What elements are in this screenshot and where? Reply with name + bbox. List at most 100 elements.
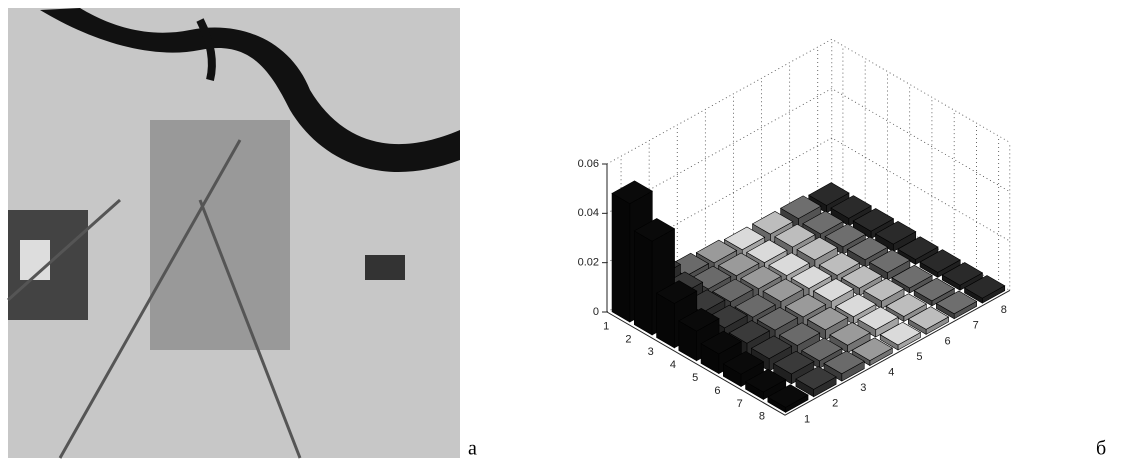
bar-face-side xyxy=(633,230,653,336)
bar-face-top xyxy=(796,236,838,261)
bar-face-top xyxy=(784,293,827,318)
bar-face-top xyxy=(762,278,804,302)
bar-face-top xyxy=(723,226,766,251)
bar-face-top xyxy=(808,182,850,206)
bar xyxy=(722,351,765,388)
bar-face-top xyxy=(818,252,861,276)
j-tick-label: 2 xyxy=(832,398,838,410)
j-tick-label: 8 xyxy=(1001,304,1007,316)
bar-face-top xyxy=(801,337,843,362)
bar xyxy=(802,210,844,242)
j-tick-label: 1 xyxy=(804,413,810,425)
bar xyxy=(851,337,893,367)
bar-face-top xyxy=(728,320,771,344)
bar xyxy=(863,278,905,310)
bar-face-top xyxy=(611,180,653,204)
bar-face-top xyxy=(851,337,893,361)
bar-face-top xyxy=(774,223,816,248)
bar xyxy=(869,249,911,281)
bar xyxy=(941,262,984,291)
bar xyxy=(897,236,939,265)
bar-face-top xyxy=(773,350,815,375)
bar xyxy=(744,368,787,400)
bar-face-top xyxy=(874,221,917,245)
bar-face-top xyxy=(897,236,939,260)
bar xyxy=(891,264,933,294)
bar xyxy=(879,321,922,351)
j-tick-label: 7 xyxy=(973,320,979,332)
floor-axes xyxy=(606,289,1011,416)
bar-face-top xyxy=(678,308,720,332)
satellite-image xyxy=(7,8,460,459)
bar-face-top xyxy=(655,280,698,304)
bar-face-top xyxy=(812,278,855,302)
bar-face-top xyxy=(734,294,776,318)
j-tick-label: 6 xyxy=(944,335,950,347)
z-tick-label: 0.06 xyxy=(578,158,599,170)
bar xyxy=(919,249,961,278)
bar-face-top xyxy=(835,293,877,318)
bar-face-top xyxy=(767,384,809,408)
bar-face-top xyxy=(806,306,849,331)
bar-face-top xyxy=(717,252,760,277)
bar-face-top xyxy=(879,321,922,346)
bar-face-top xyxy=(891,264,933,289)
bar-face-top xyxy=(829,322,871,346)
bar-face-top xyxy=(746,239,788,264)
bar xyxy=(795,366,837,398)
bar xyxy=(935,290,978,320)
i-tick-label: 3 xyxy=(648,346,654,358)
bar-face-top xyxy=(740,265,782,290)
bar xyxy=(907,306,950,335)
bar-face-top xyxy=(633,218,676,242)
bar-face-side xyxy=(611,192,631,323)
j-tick-label: 3 xyxy=(860,382,866,394)
bar-face-top xyxy=(795,366,837,390)
i-tick-label: 5 xyxy=(692,372,698,384)
bar-face-top xyxy=(857,306,899,330)
i-tick-label: 1 xyxy=(603,320,609,332)
bar-face-top xyxy=(712,278,754,303)
bar-face-top xyxy=(756,306,799,331)
bar-face-top xyxy=(907,306,950,330)
bar-face-top xyxy=(840,265,883,289)
grid-line xyxy=(606,38,1011,165)
bar-face-top xyxy=(885,293,927,317)
panel-label: а xyxy=(468,438,477,460)
bar-face-top xyxy=(824,223,867,248)
bar-face-top xyxy=(722,351,765,375)
bar-face-top xyxy=(830,195,872,219)
z-tick-label: 0 xyxy=(593,306,599,318)
bar xyxy=(874,221,917,253)
i-tick-label: 4 xyxy=(670,359,676,371)
bar xyxy=(829,322,871,354)
z-tick-label: 0.02 xyxy=(578,257,599,269)
bar-face-top xyxy=(695,239,738,264)
bar xyxy=(885,293,927,322)
bar-face-top xyxy=(744,368,787,393)
bar-face-top xyxy=(963,275,1006,299)
bar-face-top xyxy=(700,330,742,355)
bar-face-top xyxy=(919,249,961,273)
bar-face-top xyxy=(802,210,844,235)
bar-face-top xyxy=(823,350,865,375)
panel-label: б xyxy=(1096,438,1106,460)
bar-face-top xyxy=(869,249,911,273)
bar-face-top xyxy=(768,252,810,276)
z-tick-label: 0.04 xyxy=(578,207,599,219)
bar-face-top xyxy=(941,262,984,286)
bar xyxy=(767,384,809,413)
bar xyxy=(963,275,1006,304)
j-tick-label: 4 xyxy=(888,367,894,379)
bar-face-top xyxy=(935,290,978,315)
i-tick-label: 6 xyxy=(714,385,720,397)
bar-face-top xyxy=(751,211,794,235)
bar-face-top xyxy=(846,236,889,261)
bar-face-top xyxy=(863,278,905,302)
i-tick-label: 7 xyxy=(737,398,743,410)
i-tick-label: 8 xyxy=(759,411,765,423)
bar-face-top xyxy=(750,335,793,359)
bar-face-top xyxy=(778,322,821,346)
bar-face-top xyxy=(790,265,833,289)
